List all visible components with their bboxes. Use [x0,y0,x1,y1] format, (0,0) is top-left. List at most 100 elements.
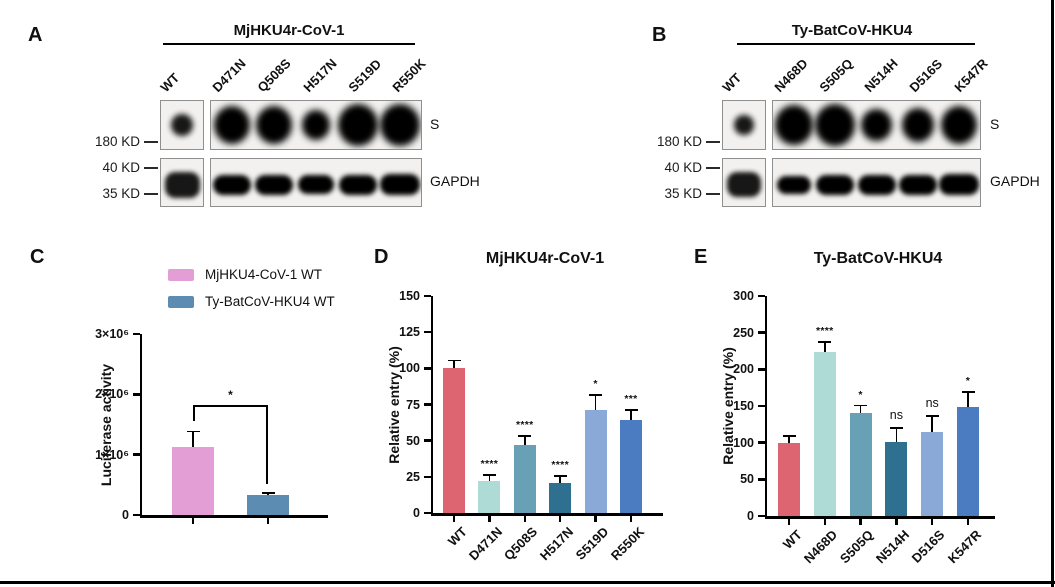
blot-a-s-wt-box [160,100,204,150]
marker-dash [144,167,158,169]
gapdh-band [297,175,335,194]
error-bar-cap [186,430,200,433]
x-tick-label-wt: WT [779,527,805,552]
y-tick-label: 2×10⁶ [95,387,129,402]
x-tick [452,515,456,522]
lane-label-n468d: N468D [771,55,811,95]
panel-d-title: MjHKU4r-CoV-1 [485,250,605,267]
lane-label-wt: WT [157,70,183,95]
y-tick [423,294,431,298]
significance-ns: ns [925,395,939,410]
panel-c-chart: 0 1×10⁶ 2×10⁶ 3×10⁶ * [95,327,328,524]
s-band [214,106,250,144]
y-tick-label: 100 [399,361,420,376]
blot-a-s-main-box [210,100,422,150]
error-bar [823,340,826,352]
y-tick [757,478,765,481]
s-band [256,106,292,144]
comparison-bracket-left [193,405,195,421]
y-tick-label: 150 [733,399,754,413]
bar-ty-batcov-hku4-wt [247,495,289,515]
s-band [301,109,331,141]
lane-label-h517n: H517N [300,55,340,95]
x-tick-label-wt: WT [444,524,470,549]
legend-item-tybatcov: Ty-BatCoV-HKU4 WT [168,294,335,309]
y-tick-label: 50 [740,472,754,487]
marker-180kd: 180 KD [94,134,140,149]
significance-stars: * [965,375,971,388]
x-tick-label-d516s: D516S [909,527,948,566]
error-bar-cap [261,491,275,494]
lane-label-s519d: S519D [345,56,385,95]
s-band [941,106,978,144]
lane-label-wt: WT [719,70,745,95]
y-tick-label: 50 [406,433,420,448]
marker-40kd: 40 KD [102,160,140,175]
x-tick [266,517,270,524]
y-tick-label: 1×10⁶ [95,447,129,462]
significance-stars: *** [624,392,638,405]
y-tick-label: 300 [733,289,754,303]
error-bar-cap [447,359,461,362]
blot-a-target-gapdh: GAPDH [430,173,480,189]
error-bar [967,391,969,408]
lane-label-k547r: K547R [951,55,991,95]
error-bar [453,359,455,369]
comparison-significance: * [228,388,233,403]
blot-b-gapdh-main-box [772,158,981,207]
lane-label-d471n: D471N [209,55,249,95]
comparison-bracket-right [266,405,268,484]
error-bar [788,435,790,443]
x-tick [823,518,827,525]
x-tick [523,515,527,522]
bar-mjhku4-cov-1-wt [172,447,214,515]
marker-35kd: 35 KD [664,186,702,201]
marker-40kd: 40 KD [664,160,702,175]
error-bar [559,475,562,483]
y-tick-label: 75 [406,397,420,412]
bar-d471n [478,481,501,513]
panel-b-title: Ty-BatCoV-HKU4 [791,22,913,39]
gapdh-band [898,174,937,195]
x-axis-line [430,513,663,516]
bar-k547r [957,407,979,516]
y-tick-label: 125 [399,325,420,340]
panel-b-title-underline [737,43,975,45]
x-tick [191,517,195,524]
x-tick [787,518,791,525]
bar-wt [443,368,465,513]
comparison-bracket-top [193,405,268,407]
significance-stars: **** [516,418,534,431]
panel-e-label: E [694,246,708,268]
legend-label: MjHKU4-CoV-1 WT [205,267,323,282]
significance-stars: * [858,388,863,401]
y-tick-label: 25 [406,469,420,484]
x-tick-label-s519d: S519D [572,524,612,563]
x-tick-label-n514h: N514H [872,527,913,567]
error-bar-cap [553,475,567,478]
panel-e-chart: 0 50 100 150 200 250 300 WT **** N468D * S505Q ns N51… [733,289,995,566]
legend-swatch-pink [168,268,194,281]
blot-a-target-s: S [430,116,440,132]
error-bar-cap [854,404,868,407]
legend-swatch-blue [168,295,194,308]
x-tick [488,515,491,522]
error-bar-cap [782,435,796,438]
marker-dash [144,193,158,195]
blot-a-gapdh-wt-box [160,158,204,207]
s-band [337,103,379,147]
x-axis-line [764,516,995,519]
s-band [861,108,892,142]
significance-stars: **** [816,324,834,337]
x-tick-label-s505q: S505Q [836,527,877,567]
bar-wt [778,442,800,516]
y-tick [757,441,765,444]
y-axis-line [430,296,433,516]
bar-d516s [921,431,944,516]
y-tick [757,404,765,408]
panel-d-chart: 0 25 50 75 100 125 150 WT **** D471N **** Q508S ****… [399,289,663,563]
y-tick [423,511,431,515]
y-tick [423,439,431,442]
s-band [734,114,754,136]
error-bar-cap [482,473,496,476]
